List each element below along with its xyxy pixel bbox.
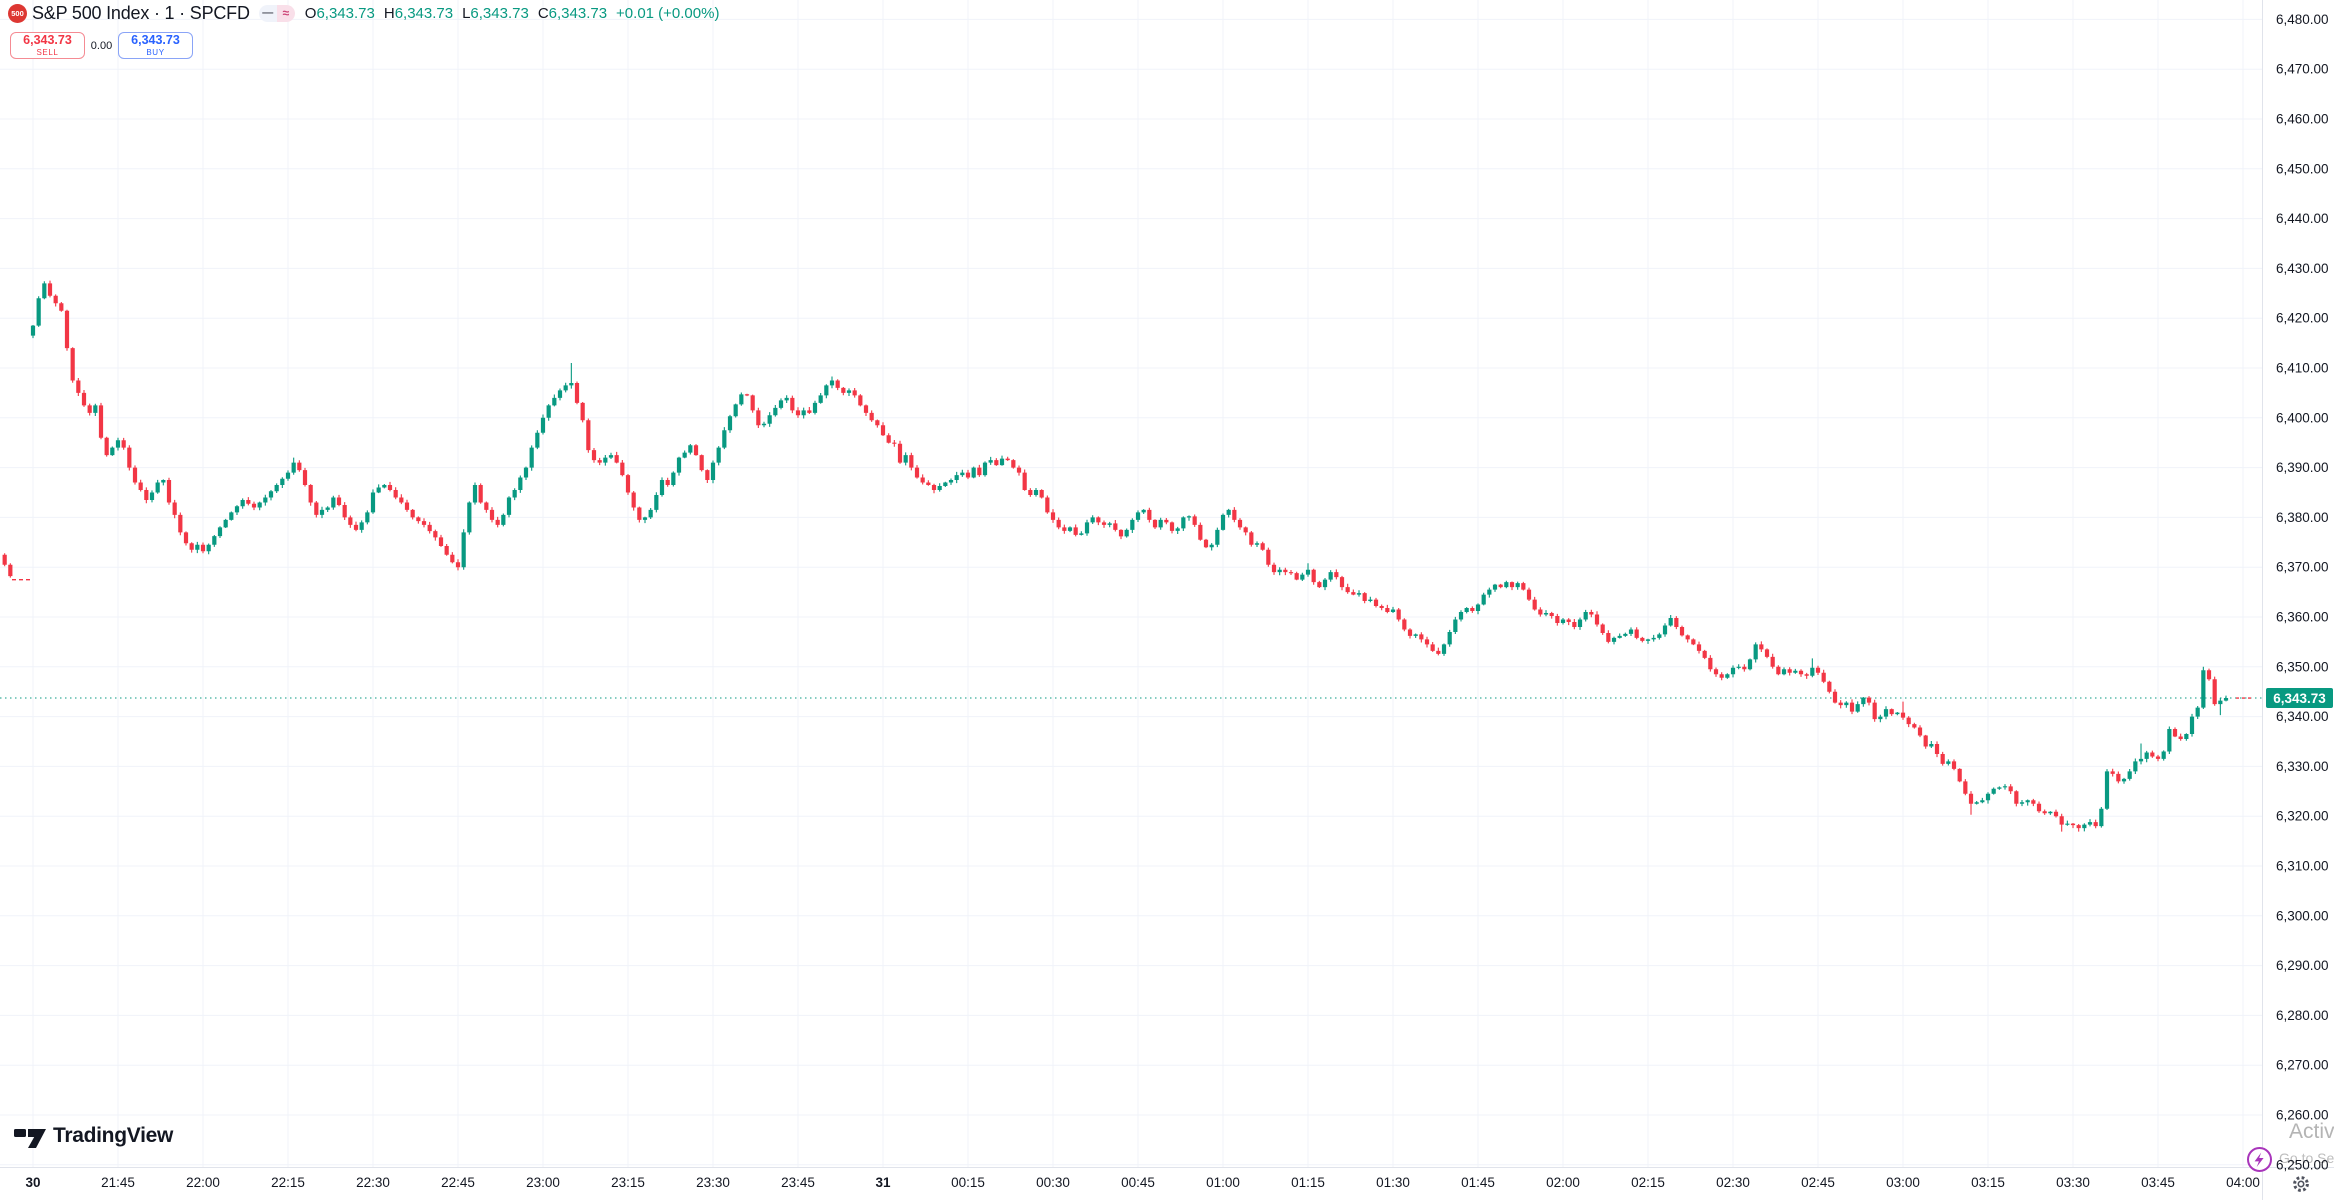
trade-panel: 6,343.73 SELL 0.00 6,343.73 BUY bbox=[10, 32, 193, 59]
down-candle-bodies bbox=[2, 283, 2217, 829]
time-axis-label: 01:45 bbox=[1461, 1175, 1495, 1190]
time-axis-label: 03:00 bbox=[1886, 1175, 1920, 1190]
time-axis-label: 02:00 bbox=[1546, 1175, 1580, 1190]
price-axis-label: 6,260.00 bbox=[2276, 1108, 2329, 1123]
time-axis-label: 22:00 bbox=[186, 1175, 220, 1190]
price-axis-label: 6,310.00 bbox=[2276, 859, 2329, 874]
time-axis-label: 22:15 bbox=[271, 1175, 305, 1190]
sell-label: SELL bbox=[36, 47, 59, 57]
buy-price: 6,343.73 bbox=[131, 33, 180, 48]
price-axis-label: 6,340.00 bbox=[2276, 709, 2329, 724]
time-axis-label: 00:15 bbox=[951, 1175, 985, 1190]
price-axis-label: 6,250.00 bbox=[2276, 1157, 2329, 1172]
up-candle-bodies bbox=[30, 283, 2229, 829]
sp500-logo-icon: 500 bbox=[8, 3, 27, 23]
sell-button[interactable]: 6,343.73 SELL bbox=[10, 32, 85, 59]
approx-price-icon[interactable]: ≈ bbox=[276, 4, 295, 22]
time-axis-label: 02:45 bbox=[1801, 1175, 1835, 1190]
symbol-title[interactable]: S&P 500 Index · 1 · SPCFD bbox=[32, 2, 250, 23]
time-axis-label: 30 bbox=[25, 1175, 40, 1190]
grid-lines bbox=[0, 0, 2262, 1167]
down-candle-wicks bbox=[4, 280, 2216, 832]
time-axis-label: 02:30 bbox=[1716, 1175, 1750, 1190]
price-axis-label: 6,420.00 bbox=[2276, 311, 2329, 326]
buy-button[interactable]: 6,343.73 BUY bbox=[118, 32, 193, 59]
high-value: 6,343.73 bbox=[394, 4, 454, 22]
price-axis-label: 6,460.00 bbox=[2276, 112, 2329, 127]
time-axis[interactable]: 30 21:45 22:00 22:15 22:30 22:45 23:00 23:15 23:… bbox=[25, 1175, 2259, 1190]
open-value: 6,343.73 bbox=[316, 4, 375, 22]
legend-chips: — ≈ bbox=[258, 4, 295, 22]
settings-gear-icon[interactable] bbox=[2291, 1174, 2311, 1199]
buy-label: BUY bbox=[146, 47, 165, 57]
price-axis-label: 6,370.00 bbox=[2276, 560, 2329, 575]
price-axis-label: 6,350.00 bbox=[2276, 659, 2329, 674]
time-axis-label: 04:00 bbox=[2226, 1175, 2260, 1190]
time-axis-label: 01:00 bbox=[1206, 1175, 1240, 1190]
price-axis-label: 6,380.00 bbox=[2276, 510, 2329, 525]
time-axis-label: 23:00 bbox=[526, 1175, 560, 1190]
price-axis-label: 6,360.00 bbox=[2276, 610, 2329, 625]
time-axis-label: 00:45 bbox=[1121, 1175, 1155, 1190]
time-axis-label: 03:30 bbox=[2056, 1175, 2090, 1190]
close-label: C bbox=[537, 4, 549, 22]
price-axis-label: 6,280.00 bbox=[2276, 1008, 2329, 1023]
price-axis-label: 6,440.00 bbox=[2276, 211, 2329, 226]
activate-watermark-line2: Go to Settings to activate Windows. bbox=[2279, 1150, 2334, 1166]
low-label: L bbox=[462, 4, 471, 22]
spread-value: 0.00 bbox=[90, 39, 113, 52]
candles bbox=[2, 280, 2229, 832]
high-label: H bbox=[383, 4, 395, 22]
time-axis-label: 22:45 bbox=[441, 1175, 475, 1190]
time-axis-label: 01:30 bbox=[1376, 1175, 1410, 1190]
time-axis-label: 03:15 bbox=[1971, 1175, 2005, 1190]
time-axis-label: 03:45 bbox=[2141, 1175, 2175, 1190]
time-axis-label: 01:15 bbox=[1291, 1175, 1325, 1190]
last-price-tag: 6,343.73 bbox=[2266, 688, 2333, 709]
instant-trading-icon[interactable] bbox=[2246, 1146, 2273, 1178]
time-axis-label: 22:30 bbox=[356, 1175, 390, 1190]
last-price-tag-text: 6,343.73 bbox=[2273, 691, 2326, 706]
change-value: +0.01 (+0.00%) bbox=[616, 4, 720, 22]
low-value: 6,343.73 bbox=[470, 4, 529, 22]
time-axis-label: 21:45 bbox=[101, 1175, 135, 1190]
tradingview-logo-text: TradingView bbox=[53, 1124, 174, 1147]
price-axis-label: 6,450.00 bbox=[2276, 161, 2329, 176]
price-axis-label: 6,470.00 bbox=[2276, 62, 2329, 77]
price-axis-label: 6,480.00 bbox=[2276, 12, 2329, 27]
time-axis-label: 00:30 bbox=[1036, 1175, 1070, 1190]
up-candle-wicks bbox=[32, 281, 2227, 832]
open-label: O bbox=[304, 4, 317, 22]
close-value: 6,343.73 bbox=[548, 4, 608, 22]
time-axis-label: 23:30 bbox=[696, 1175, 730, 1190]
time-axis-label: 23:45 bbox=[781, 1175, 815, 1190]
time-axis-label: 02:15 bbox=[1631, 1175, 1665, 1190]
price-axis-label: 6,320.00 bbox=[2276, 809, 2329, 824]
price-axis-label: 6,390.00 bbox=[2276, 460, 2329, 475]
sell-price: 6,343.73 bbox=[23, 33, 72, 48]
time-axis-label: 23:15 bbox=[611, 1175, 645, 1190]
price-axis-label: 6,400.00 bbox=[2276, 410, 2329, 425]
price-axis-label: 6,330.00 bbox=[2276, 759, 2329, 774]
hide-indicator-icon[interactable]: — bbox=[258, 4, 277, 22]
tradingview-logo-icon bbox=[14, 1129, 46, 1148]
price-axis-label: 6,410.00 bbox=[2276, 361, 2329, 376]
tradingview-logo[interactable]: TradingView bbox=[14, 1124, 173, 1148]
activate-watermark-line1: Activate Windows bbox=[2289, 1120, 2334, 1143]
price-axis-label: 6,300.00 bbox=[2276, 908, 2329, 923]
price-axis-label: 6,290.00 bbox=[2276, 958, 2329, 973]
price-axis[interactable]: 6,480.00 6,470.00 6,460.00 6,450.00 6,440.00… bbox=[2276, 12, 2329, 1172]
time-axis-label: 31 bbox=[875, 1175, 891, 1190]
symbol-legend: 500 S&P 500 Index · 1 · SPCFD — ≈ O6,343… bbox=[8, 3, 719, 23]
price-axis-label: 6,430.00 bbox=[2276, 261, 2329, 276]
price-axis-label: 6,270.00 bbox=[2276, 1058, 2329, 1073]
ohlc-readout: O6,343.73 H6,343.73 L6,343.73 C6,343.73 … bbox=[305, 5, 720, 22]
